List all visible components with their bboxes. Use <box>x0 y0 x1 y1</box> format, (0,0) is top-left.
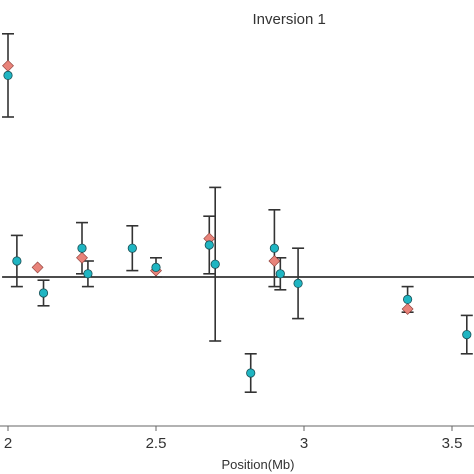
point-marker <box>38 288 49 298</box>
point-marker <box>77 243 87 253</box>
point-marker <box>269 243 279 253</box>
diamond-marker <box>401 303 414 315</box>
fit-line <box>2 276 474 278</box>
diamond-marker <box>76 251 88 264</box>
point-marker <box>462 329 472 340</box>
point-marker <box>210 259 220 269</box>
point-marker <box>275 269 285 279</box>
point-marker <box>3 70 13 81</box>
point-marker <box>83 269 93 279</box>
x-tick-label: 2.5 <box>146 435 167 452</box>
point-marker <box>402 294 413 304</box>
region-labels: Inversion 1Inversion 2 <box>253 11 326 28</box>
point-marker <box>151 262 161 272</box>
x-tick-label: 3 <box>300 435 308 452</box>
diamond-marker <box>268 255 281 267</box>
point-marker <box>246 368 256 378</box>
diamond-marker <box>31 261 44 274</box>
point-marker <box>12 256 22 266</box>
x-axis-title: Position(Mb) <box>222 457 295 472</box>
region-label-1: Inversion 1 <box>253 11 326 28</box>
data-markers <box>2 59 472 378</box>
x-tick-label: 3.5 <box>442 435 463 452</box>
point-marker <box>127 243 137 253</box>
point-marker <box>293 278 303 288</box>
point-marker <box>204 240 214 250</box>
x-tick-label: 2 <box>4 435 12 452</box>
x-axis-ticks: 22.533.544.55 <box>4 426 463 452</box>
